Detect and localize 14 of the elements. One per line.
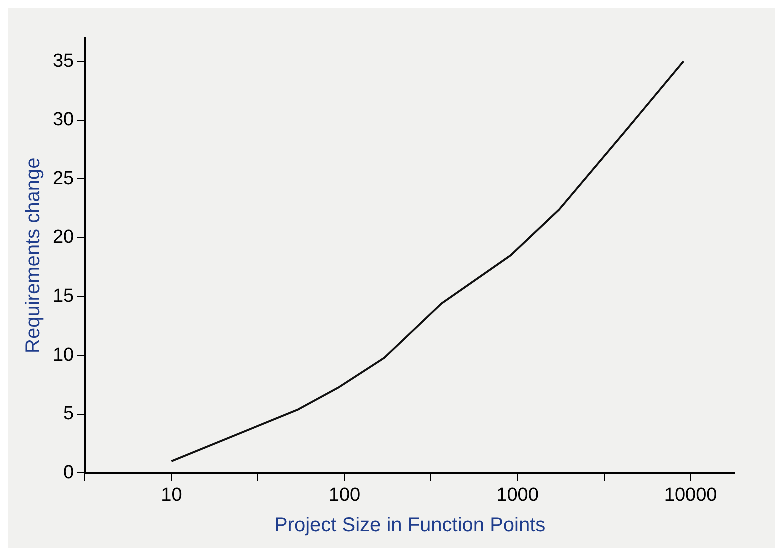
x-tick-label: 1000 bbox=[496, 484, 539, 506]
x-tick-label: 10 bbox=[161, 484, 182, 506]
y-tick-label: 0 bbox=[64, 462, 74, 484]
y-tick-label: 25 bbox=[52, 168, 74, 190]
y-tick-label: 30 bbox=[52, 110, 74, 131]
y-tick-label: 15 bbox=[52, 286, 74, 307]
y-tick-label: 20 bbox=[52, 227, 74, 248]
y-tick-label: 5 bbox=[64, 404, 74, 425]
y-tick-label: 10 bbox=[52, 344, 74, 366]
x-tick-label: 100 bbox=[328, 484, 361, 506]
x-tick-label: 10000 bbox=[664, 484, 718, 506]
x-axis-title: Project Size in Function Points bbox=[274, 514, 546, 537]
y-axis-title: Requirements change bbox=[22, 158, 45, 354]
y-tick-label: 35 bbox=[52, 50, 74, 72]
